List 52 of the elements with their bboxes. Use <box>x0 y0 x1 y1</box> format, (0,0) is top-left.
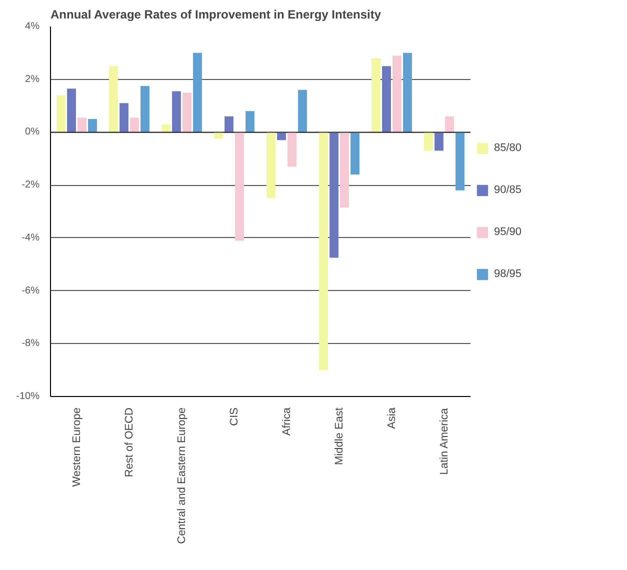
y-tick-label: -2% <box>22 180 40 191</box>
legend-label: 95/90 <box>494 226 522 238</box>
bar <box>109 66 118 132</box>
bar <box>78 118 86 132</box>
y-tick-label: -10% <box>16 391 40 402</box>
bar <box>445 116 454 132</box>
legend-label: 98/95 <box>494 268 522 280</box>
bar <box>340 132 349 208</box>
y-tick-label: -8% <box>22 338 40 350</box>
x-tick-label: Rest of OECD <box>123 407 136 478</box>
x-tick-label: CIS <box>228 407 240 426</box>
bar <box>382 66 391 132</box>
legend-label: 90/85 <box>494 184 522 196</box>
y-tick-label: 0% <box>25 126 40 138</box>
x-tick-label: Latin America <box>438 407 450 475</box>
bar <box>120 103 128 132</box>
x-tick-label: Africa <box>280 406 293 436</box>
y-tick-label: 4% <box>25 21 40 32</box>
bar <box>392 56 402 132</box>
y-tick-label: 2% <box>25 74 40 85</box>
bar <box>246 111 254 132</box>
bar <box>67 88 76 132</box>
y-tick-label: -4% <box>22 232 40 244</box>
bar <box>130 118 139 132</box>
bar <box>403 52 412 132</box>
chart-title: Annual Average Rates of Improvement in Energy Intensity <box>50 8 382 22</box>
bar <box>182 92 192 132</box>
x-tick-label: Western Europe <box>70 407 83 487</box>
bar <box>56 95 66 132</box>
bar <box>434 132 444 151</box>
bar <box>350 132 360 174</box>
bar <box>235 132 244 241</box>
bar <box>372 58 380 132</box>
bar <box>330 132 338 258</box>
x-tick-label: Central and Eastern Europe <box>176 407 188 544</box>
bar <box>214 132 223 139</box>
x-tick-label: Middle East <box>333 407 346 465</box>
y-tick-label: -6% <box>22 285 40 296</box>
bar <box>319 132 328 370</box>
x-tick-label: Asia <box>386 406 398 429</box>
bar <box>140 86 150 132</box>
bar <box>277 132 286 140</box>
bar <box>224 116 234 132</box>
bar <box>193 52 202 132</box>
bar <box>88 119 97 132</box>
bar <box>172 91 181 132</box>
bar <box>456 132 464 190</box>
bar <box>266 132 276 198</box>
bar <box>298 90 307 132</box>
legend-label: 85/80 <box>494 142 522 154</box>
bar <box>424 132 433 151</box>
bar <box>288 132 296 167</box>
